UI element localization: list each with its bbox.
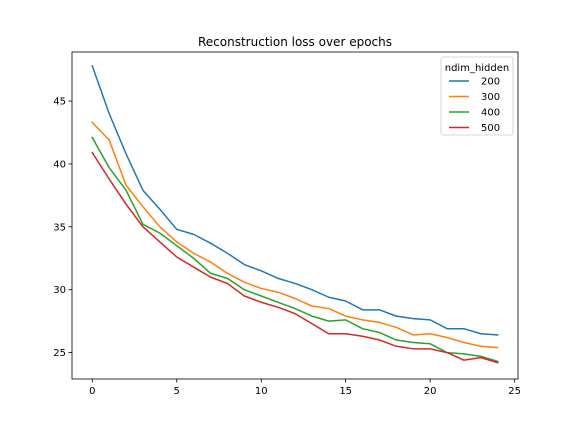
x-tick-label: 0 — [89, 386, 95, 397]
legend-label-400: 400 — [481, 108, 500, 119]
legend-label-200: 200 — [481, 77, 500, 88]
x-tick-label: 5 — [174, 386, 180, 397]
plot-area — [91, 64, 499, 364]
y-tick-label: 30 — [53, 285, 66, 296]
x-tick-label: 10 — [255, 386, 268, 397]
legend-label-300: 300 — [481, 92, 500, 103]
series-line-400 — [91, 136, 499, 363]
x-tick-label: 15 — [339, 386, 352, 397]
chart-title: Reconstruction loss over epochs — [198, 35, 392, 49]
y-tick-label: 25 — [53, 348, 66, 359]
legend-box — [440, 56, 514, 136]
y-tick-label: 45 — [53, 97, 66, 108]
legend-title: ndim_hidden — [445, 63, 510, 74]
y-tick-label: 40 — [53, 159, 66, 170]
series-line-300 — [91, 121, 499, 349]
x-tick-label: 25 — [508, 386, 521, 397]
y-tick-label: 35 — [53, 222, 66, 233]
legend: ndim_hidden 200 300 400 500 — [440, 56, 514, 136]
plot-frame — [71, 51, 519, 380]
series-line-200 — [91, 64, 499, 336]
series-line-500 — [91, 151, 499, 364]
legend-label-500: 500 — [481, 123, 500, 134]
x-tick-label: 20 — [424, 386, 437, 397]
